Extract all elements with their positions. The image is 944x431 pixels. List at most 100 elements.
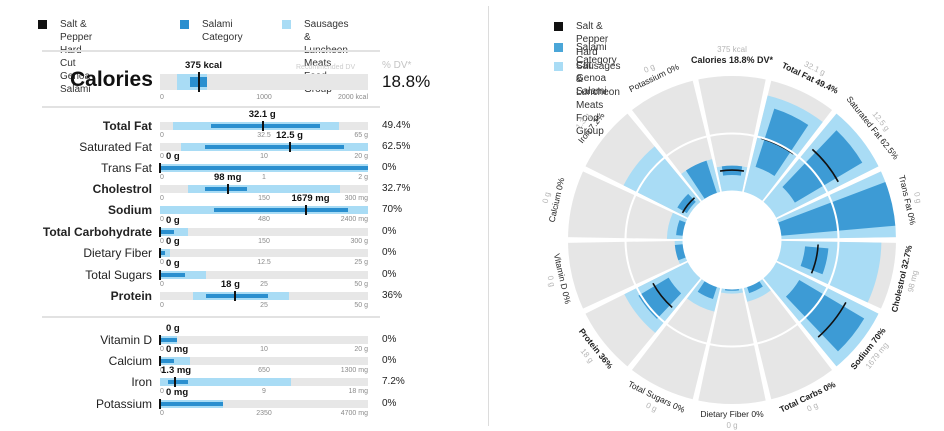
radial-unit-label: 0 g [726, 421, 737, 430]
bar-salami-category [205, 187, 247, 191]
product-value-label: 0 mg [166, 344, 189, 355]
bar-product-marker [159, 227, 161, 237]
tick-label: 0 [160, 388, 164, 395]
radial-salami-category [776, 181, 897, 236]
nutrient-pct: 0% [382, 247, 397, 258]
tick-label: 0 [160, 132, 164, 139]
bar-salami-category [160, 251, 165, 255]
recommended-dv-label: Recommended DV [296, 64, 356, 71]
nutrient-label: Total Carbohydrate [42, 225, 152, 239]
bar-track [160, 249, 368, 257]
radial-ring [624, 132, 840, 348]
tick-label: 0 [160, 367, 164, 374]
tick-label: 0 [160, 238, 164, 245]
divider-calories [42, 106, 380, 108]
bar-product-marker [174, 377, 177, 387]
nutrient-label: Calcium [108, 354, 152, 368]
nutrient-pct: 0% [382, 162, 397, 173]
radial-salami-category [782, 130, 863, 203]
radial-product-marker [811, 148, 839, 183]
radial-salami-category [677, 193, 696, 214]
tick-label: 9 [262, 388, 266, 395]
tick-label: 300 g [350, 238, 368, 245]
nutrient-pct: 32.7% [382, 183, 411, 194]
nutrient-pct: 62.5% [382, 141, 411, 152]
product-value-label: 0 g [166, 215, 180, 226]
radial-salami-category [685, 160, 718, 201]
tick-label: 0 [160, 216, 164, 223]
legend-swatch [38, 20, 47, 29]
legend-label-line: Salt & Pepper Hard Cut Genoa Salami [576, 21, 609, 97]
bar-salami-category [160, 338, 177, 342]
legend-label: Salami Category [576, 41, 617, 67]
bar-food-group [160, 249, 170, 257]
bar-product-marker [159, 399, 161, 409]
radial-food-group [743, 278, 771, 302]
tick-label: 300 mg [344, 195, 368, 202]
radial-chart-panel: Salt & Pepper Hard Cut Genoa Salami Salam… [492, 0, 944, 431]
radial-label: Dietary Fiber 0% [700, 409, 764, 419]
nutrient-pct: 0% [382, 355, 397, 366]
radial-unit-label: 0 g [806, 401, 820, 414]
nutrient-pct: 0% [382, 398, 397, 409]
legend-swatch [554, 43, 563, 52]
nutrient-pct: 0% [382, 334, 397, 345]
product-value-label: 12.5 g [276, 130, 303, 141]
radial-unit-label: 0 g [541, 191, 552, 204]
product-value-label: 0 g [166, 236, 180, 247]
bar-salami-category [160, 166, 368, 170]
radial-salami-category [638, 277, 682, 319]
radial-track [567, 240, 689, 309]
tick-label: 2000 kcal [338, 94, 368, 101]
tick-label: 25 [260, 302, 268, 309]
radial-unit-group: 375 kcal [717, 45, 747, 54]
bar-product-marker [159, 356, 161, 366]
bar-product-marker [159, 248, 161, 258]
radial-unit-group: 0 g [541, 191, 552, 204]
radial-unit-label: 375 kcal [717, 45, 747, 54]
tick-label: 0 [160, 174, 164, 181]
bar-track [160, 74, 368, 90]
product-value-label: 375 kcal [185, 60, 222, 71]
divider-top [42, 50, 380, 52]
tick-label: 480 [258, 216, 270, 223]
tick-label: 2350 [256, 410, 272, 417]
radial-product-marker [810, 244, 819, 274]
nutrient-label: Iron [131, 375, 152, 389]
nutrient-pct: 0% [382, 226, 397, 237]
radial-salami-category [800, 246, 829, 275]
tick-label: 50 g [354, 302, 368, 309]
bar-product-marker [159, 163, 161, 173]
nutrient-label: Total Fat [102, 119, 152, 133]
tick-label: 1300 mg [340, 367, 368, 374]
bar-food-group [187, 185, 341, 193]
tick-label: 0 [160, 259, 164, 266]
divider-vitamins [42, 316, 380, 318]
radial-unit-group: 0 g [642, 62, 656, 75]
bar-product-marker [226, 184, 229, 194]
tick-label: 1000 [256, 94, 272, 101]
panel-divider [488, 6, 489, 426]
radial-product-marker [681, 197, 696, 214]
dv-header: % DV* [382, 60, 412, 71]
radial-unit-group: 0 g [912, 191, 923, 204]
radial-track [743, 278, 833, 401]
legend-label-line: Cut Genoa Salami [60, 58, 91, 95]
product-value-label: 18 g [220, 279, 240, 290]
tick-label: 4700 mg [340, 410, 368, 417]
calories-title: Calories [70, 68, 153, 91]
bar-product-marker [289, 142, 291, 152]
product-value-label: 0 g [166, 151, 180, 162]
nutrient-label: Dietary Fiber [83, 246, 152, 260]
legend-label-line: Category [202, 32, 243, 43]
product-value-label: 0 g [166, 323, 180, 334]
tick-label: 0 [160, 302, 164, 309]
nutrient-pct: 36% [382, 290, 403, 301]
product-value-label: 0 mg [166, 387, 189, 398]
radial-label-group: Calories 18.8% DV* [691, 55, 774, 65]
legend-label: Salami Category [202, 18, 243, 44]
legend-label: Sausages & Luncheon Meats Food Group [576, 60, 620, 138]
bar-product-marker [159, 335, 161, 345]
nutrient-label: Total Sugars [85, 268, 152, 282]
radial-track [567, 171, 689, 240]
